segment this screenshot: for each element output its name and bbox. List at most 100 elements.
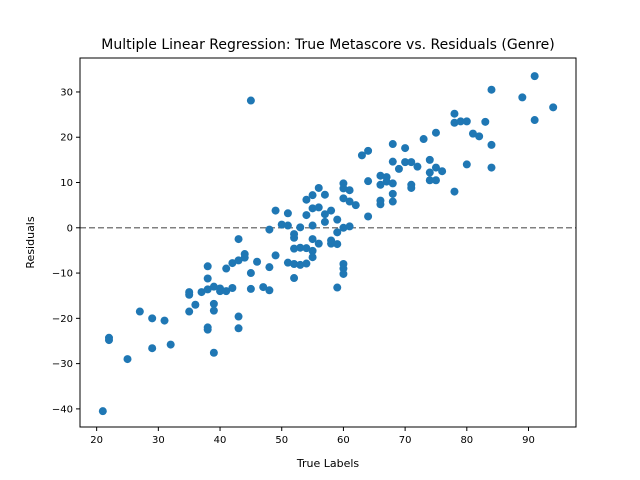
data-point	[431, 176, 440, 185]
data-point	[388, 140, 397, 149]
data-point	[265, 286, 274, 295]
data-point	[388, 179, 397, 188]
data-point	[425, 176, 434, 185]
data-point	[246, 269, 255, 278]
data-point	[314, 203, 323, 212]
data-point	[425, 168, 434, 177]
data-point	[197, 288, 206, 297]
data-point	[308, 253, 317, 262]
data-point	[468, 129, 477, 138]
data-point	[234, 235, 243, 244]
data-point	[364, 212, 373, 221]
data-point	[104, 336, 113, 345]
data-point	[228, 284, 237, 293]
data-point	[487, 140, 496, 149]
x-tick-label: 90	[522, 435, 535, 446]
y-axis-label: Residuals	[24, 216, 37, 268]
y-tick-label: 30	[60, 87, 73, 98]
data-point	[203, 274, 212, 283]
data-point	[185, 290, 194, 299]
x-tick-label: 60	[337, 435, 350, 446]
data-point	[265, 263, 274, 272]
data-point	[277, 220, 286, 229]
data-point	[376, 180, 385, 189]
data-point	[333, 283, 342, 292]
x-tick-label: 40	[214, 435, 227, 446]
y-tick-label: 10	[60, 178, 73, 189]
data-point	[475, 132, 484, 141]
data-point	[271, 251, 280, 260]
data-point	[246, 96, 255, 105]
data-point	[339, 269, 348, 278]
axes-frame	[79, 57, 577, 428]
data-point	[160, 316, 169, 325]
data-point	[203, 262, 212, 271]
data-point	[283, 221, 292, 230]
data-point	[333, 228, 342, 237]
data-point	[401, 158, 410, 167]
data-point	[265, 225, 274, 234]
data-point	[308, 246, 317, 255]
data-point	[209, 306, 218, 315]
data-point	[253, 257, 262, 266]
data-point	[271, 206, 280, 215]
plot-area	[80, 72, 576, 416]
data-point	[450, 109, 459, 118]
data-point	[302, 244, 311, 253]
data-point	[148, 314, 157, 323]
data-point	[382, 177, 391, 186]
data-point	[345, 197, 354, 206]
data-point	[327, 239, 336, 248]
chart-title: Multiple Linear Regression: True Metasco…	[101, 37, 554, 53]
data-point	[290, 260, 299, 269]
data-point	[234, 312, 243, 321]
data-point	[290, 274, 299, 283]
data-point	[308, 191, 317, 200]
x-tick-label: 20	[90, 435, 103, 446]
data-point	[376, 200, 385, 209]
data-point	[228, 259, 237, 268]
data-point	[98, 407, 107, 416]
y-tick-label: −20	[52, 314, 73, 325]
data-point	[290, 233, 299, 242]
data-point	[388, 189, 397, 198]
data-point	[339, 194, 348, 203]
data-point	[302, 195, 311, 204]
data-point	[456, 117, 465, 126]
data-point	[481, 117, 490, 126]
data-point	[333, 215, 342, 224]
data-point	[407, 158, 416, 167]
data-point	[487, 85, 496, 94]
y-tick-label: 0	[67, 223, 73, 234]
data-point	[345, 186, 354, 195]
data-point	[234, 256, 243, 265]
data-point	[487, 163, 496, 172]
data-point	[222, 264, 231, 273]
data-point	[259, 283, 268, 292]
data-point	[462, 160, 471, 169]
data-point	[222, 287, 231, 296]
data-point	[290, 244, 299, 253]
data-point	[462, 117, 471, 126]
data-point	[314, 239, 323, 248]
data-point	[320, 190, 329, 199]
data-point	[203, 325, 212, 334]
data-point	[203, 285, 212, 294]
data-point	[518, 93, 527, 102]
data-point	[283, 209, 292, 218]
data-point	[308, 204, 317, 213]
data-point	[216, 287, 225, 296]
data-point	[394, 164, 403, 173]
x-axis-label: True Labels	[296, 457, 360, 470]
data-point	[388, 197, 397, 206]
data-point	[530, 72, 539, 81]
data-point	[345, 222, 354, 231]
data-point	[283, 258, 292, 267]
data-point	[166, 340, 175, 349]
data-point	[308, 235, 317, 244]
data-point	[419, 135, 428, 144]
data-point	[351, 201, 360, 210]
x-tick-label: 70	[399, 435, 412, 446]
data-point	[191, 300, 200, 309]
data-point	[209, 348, 218, 357]
